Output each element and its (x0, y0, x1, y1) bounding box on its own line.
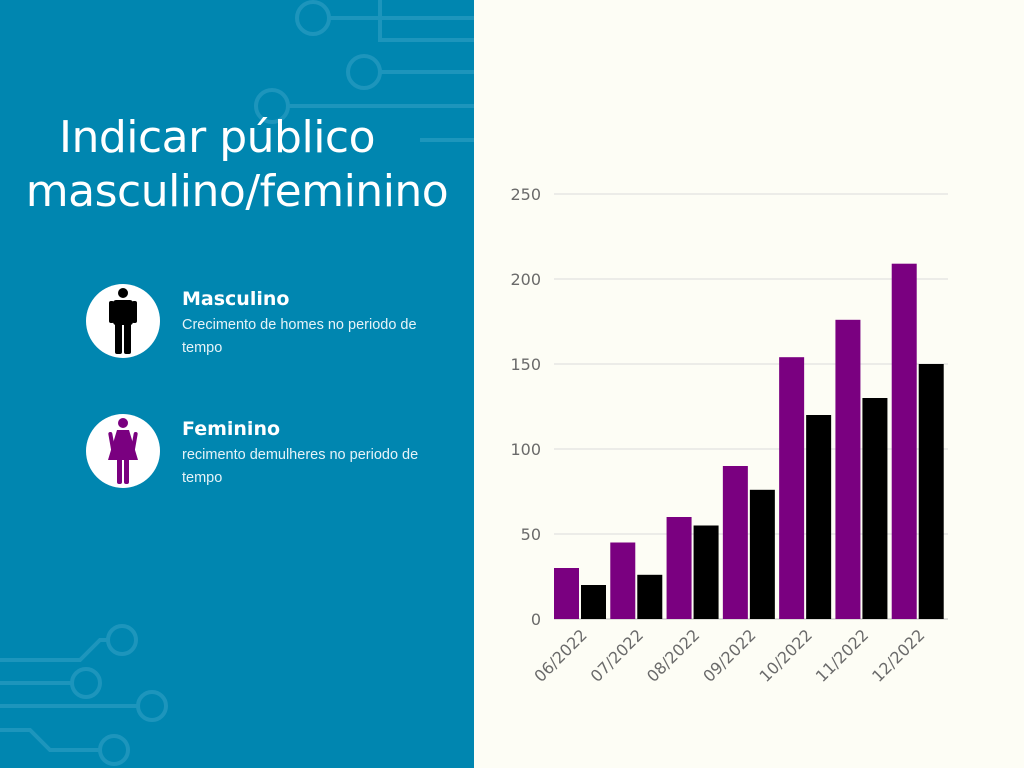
bar-feminino (835, 319, 861, 619)
bar-masculino (749, 489, 775, 619)
y-tick-label: 200 (510, 270, 541, 289)
bar-feminino (891, 263, 917, 619)
page-title-line2: masculino/feminino (25, 166, 449, 217)
bar-masculino (637, 574, 663, 619)
x-tick-label: 09/2022 (699, 625, 759, 685)
legend-female-label: Feminino (182, 418, 281, 440)
chart-panel: 0 50 100 150 200 250 06/2022 07/2022 08/2022 09/2… (474, 0, 1024, 768)
y-tick-label: 100 (510, 440, 541, 459)
bar-feminino (554, 568, 579, 619)
legend-female-description: recimento demulheres no periodo de tempo (182, 447, 419, 486)
x-tick-label: 06/2022 (530, 625, 590, 685)
bar-chart: 0 50 100 150 200 250 06/202207/202208/202209/2… (510, 185, 948, 686)
male-icon-circle (86, 284, 160, 358)
bar-feminino (779, 357, 805, 619)
y-tick-label: 250 (510, 185, 541, 204)
y-tick-label: 0 (531, 610, 541, 629)
x-tick-label: 11/2022 (812, 625, 872, 685)
x-tick-label: 12/2022 (868, 625, 928, 685)
female-icon-circle (86, 414, 160, 488)
bar-feminino (666, 517, 692, 619)
bar-masculino (862, 398, 888, 619)
bar-masculino (918, 364, 944, 619)
x-tick-label: 07/2022 (587, 625, 647, 685)
x-tick-label: 08/2022 (643, 625, 703, 685)
legend-male-label: Masculino (182, 288, 290, 310)
bar-masculino (693, 525, 719, 619)
bar-masculino (581, 585, 606, 619)
bar-feminino (722, 466, 748, 619)
x-tick-label: 10/2022 (756, 625, 816, 685)
y-tick-label: 150 (510, 355, 541, 374)
bar-feminino (610, 542, 636, 619)
bar-masculino (806, 415, 832, 619)
male-figure-icon (109, 288, 137, 354)
y-tick-label: 50 (521, 525, 541, 544)
page-title-line1: Indicar público (58, 112, 376, 163)
female-figure-icon (108, 418, 138, 484)
legend-male-description: Crecimento de homes no periodo de tempo (182, 317, 417, 356)
circuit-decoration (0, 0, 474, 766)
left-panel: Indicar público masculino/feminino Mascu… (0, 0, 474, 768)
